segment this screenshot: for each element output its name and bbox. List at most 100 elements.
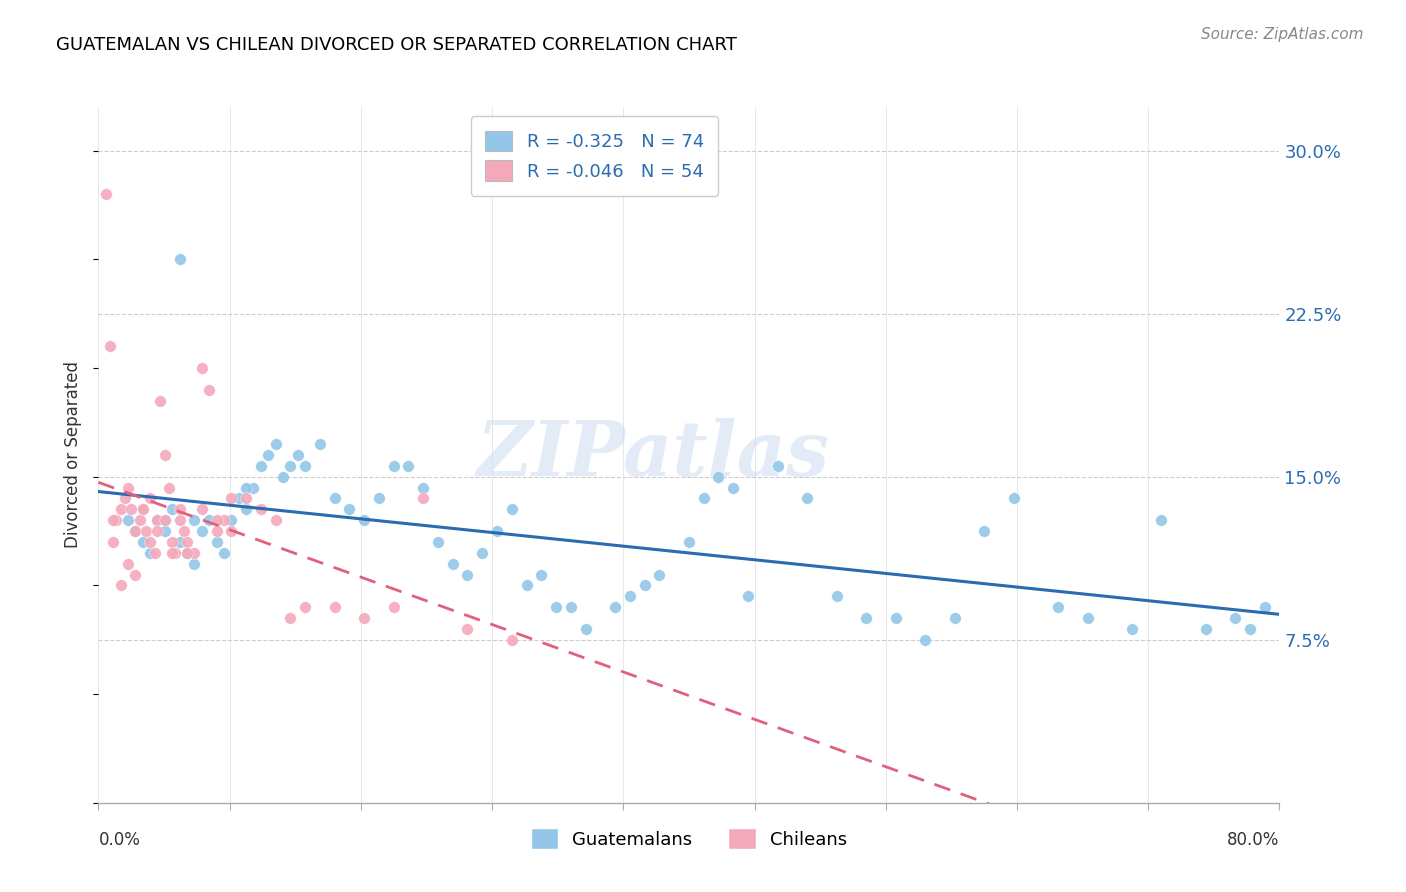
Point	[135, 524, 157, 538]
Point	[323, 600, 346, 615]
Point	[353, 611, 375, 625]
Text: 80.0%: 80.0%	[1227, 831, 1279, 849]
Point	[228, 491, 250, 506]
Point	[183, 546, 205, 560]
Point	[412, 491, 434, 506]
Point	[235, 491, 257, 506]
Point	[943, 611, 966, 625]
Point	[264, 513, 287, 527]
Point	[169, 252, 191, 267]
Point	[457, 622, 479, 636]
Point	[117, 513, 139, 527]
Point	[678, 535, 700, 549]
Point	[132, 502, 155, 516]
Point	[973, 524, 995, 538]
Point	[427, 535, 450, 549]
Point	[1121, 622, 1143, 636]
Point	[382, 458, 405, 473]
Point	[412, 481, 434, 495]
Point	[146, 513, 169, 527]
Point	[280, 611, 302, 625]
Point	[139, 535, 162, 549]
Point	[723, 481, 745, 495]
Point	[153, 513, 176, 527]
Point	[162, 535, 184, 549]
Point	[1046, 600, 1070, 615]
Point	[855, 611, 877, 625]
Point	[250, 502, 273, 516]
Point	[191, 502, 214, 516]
Point	[1002, 491, 1025, 506]
Point	[398, 458, 420, 473]
Point	[165, 546, 187, 560]
Point	[103, 513, 125, 527]
Point	[191, 360, 214, 375]
Point	[124, 567, 146, 582]
Point	[153, 448, 176, 462]
Point	[382, 600, 405, 615]
Legend: Guatemalans, Chileans: Guatemalans, Chileans	[523, 822, 855, 856]
Point	[221, 524, 243, 538]
Point	[546, 600, 568, 615]
Point	[117, 557, 139, 571]
Point	[323, 491, 346, 506]
Point	[1239, 622, 1261, 636]
Point	[634, 578, 657, 592]
Point	[153, 513, 176, 527]
Point	[162, 502, 184, 516]
Point	[707, 469, 730, 483]
Point	[1254, 600, 1277, 615]
Point	[1195, 622, 1218, 636]
Point	[257, 448, 280, 462]
Point	[183, 513, 205, 527]
Point	[501, 632, 523, 647]
Point	[176, 546, 198, 560]
Point	[132, 502, 155, 516]
Point	[271, 469, 294, 483]
Point	[212, 513, 235, 527]
Point	[173, 524, 195, 538]
Point	[143, 546, 166, 560]
Point	[766, 458, 789, 473]
Point	[139, 546, 162, 560]
Point	[94, 186, 117, 201]
Point	[884, 611, 907, 625]
Point	[128, 513, 150, 527]
Point	[294, 458, 316, 473]
Text: 0.0%: 0.0%	[98, 831, 141, 849]
Point	[149, 393, 172, 408]
Point	[309, 437, 332, 451]
Point	[183, 557, 205, 571]
Point	[235, 502, 257, 516]
Point	[103, 535, 125, 549]
Point	[162, 546, 184, 560]
Point	[169, 513, 191, 527]
Point	[471, 546, 494, 560]
Point	[124, 524, 146, 538]
Point	[605, 600, 627, 615]
Point	[114, 491, 136, 506]
Point	[560, 600, 582, 615]
Text: GUATEMALAN VS CHILEAN DIVORCED OR SEPARATED CORRELATION CHART: GUATEMALAN VS CHILEAN DIVORCED OR SEPARA…	[56, 36, 737, 54]
Point	[516, 578, 538, 592]
Point	[169, 502, 191, 516]
Point	[110, 578, 132, 592]
Point	[339, 502, 361, 516]
Point	[575, 622, 598, 636]
Point	[1077, 611, 1099, 625]
Point	[457, 567, 479, 582]
Point	[98, 339, 121, 353]
Point	[353, 513, 375, 527]
Point	[693, 491, 716, 506]
Text: Source: ZipAtlas.com: Source: ZipAtlas.com	[1201, 27, 1364, 42]
Point	[176, 535, 198, 549]
Point	[146, 524, 169, 538]
Point	[1225, 611, 1247, 625]
Point	[117, 481, 139, 495]
Point	[914, 632, 936, 647]
Point	[441, 557, 464, 571]
Point	[176, 546, 198, 560]
Text: ZIPatlas: ZIPatlas	[477, 418, 830, 491]
Point	[139, 491, 162, 506]
Y-axis label: Divorced or Separated: Divorced or Separated	[65, 361, 83, 549]
